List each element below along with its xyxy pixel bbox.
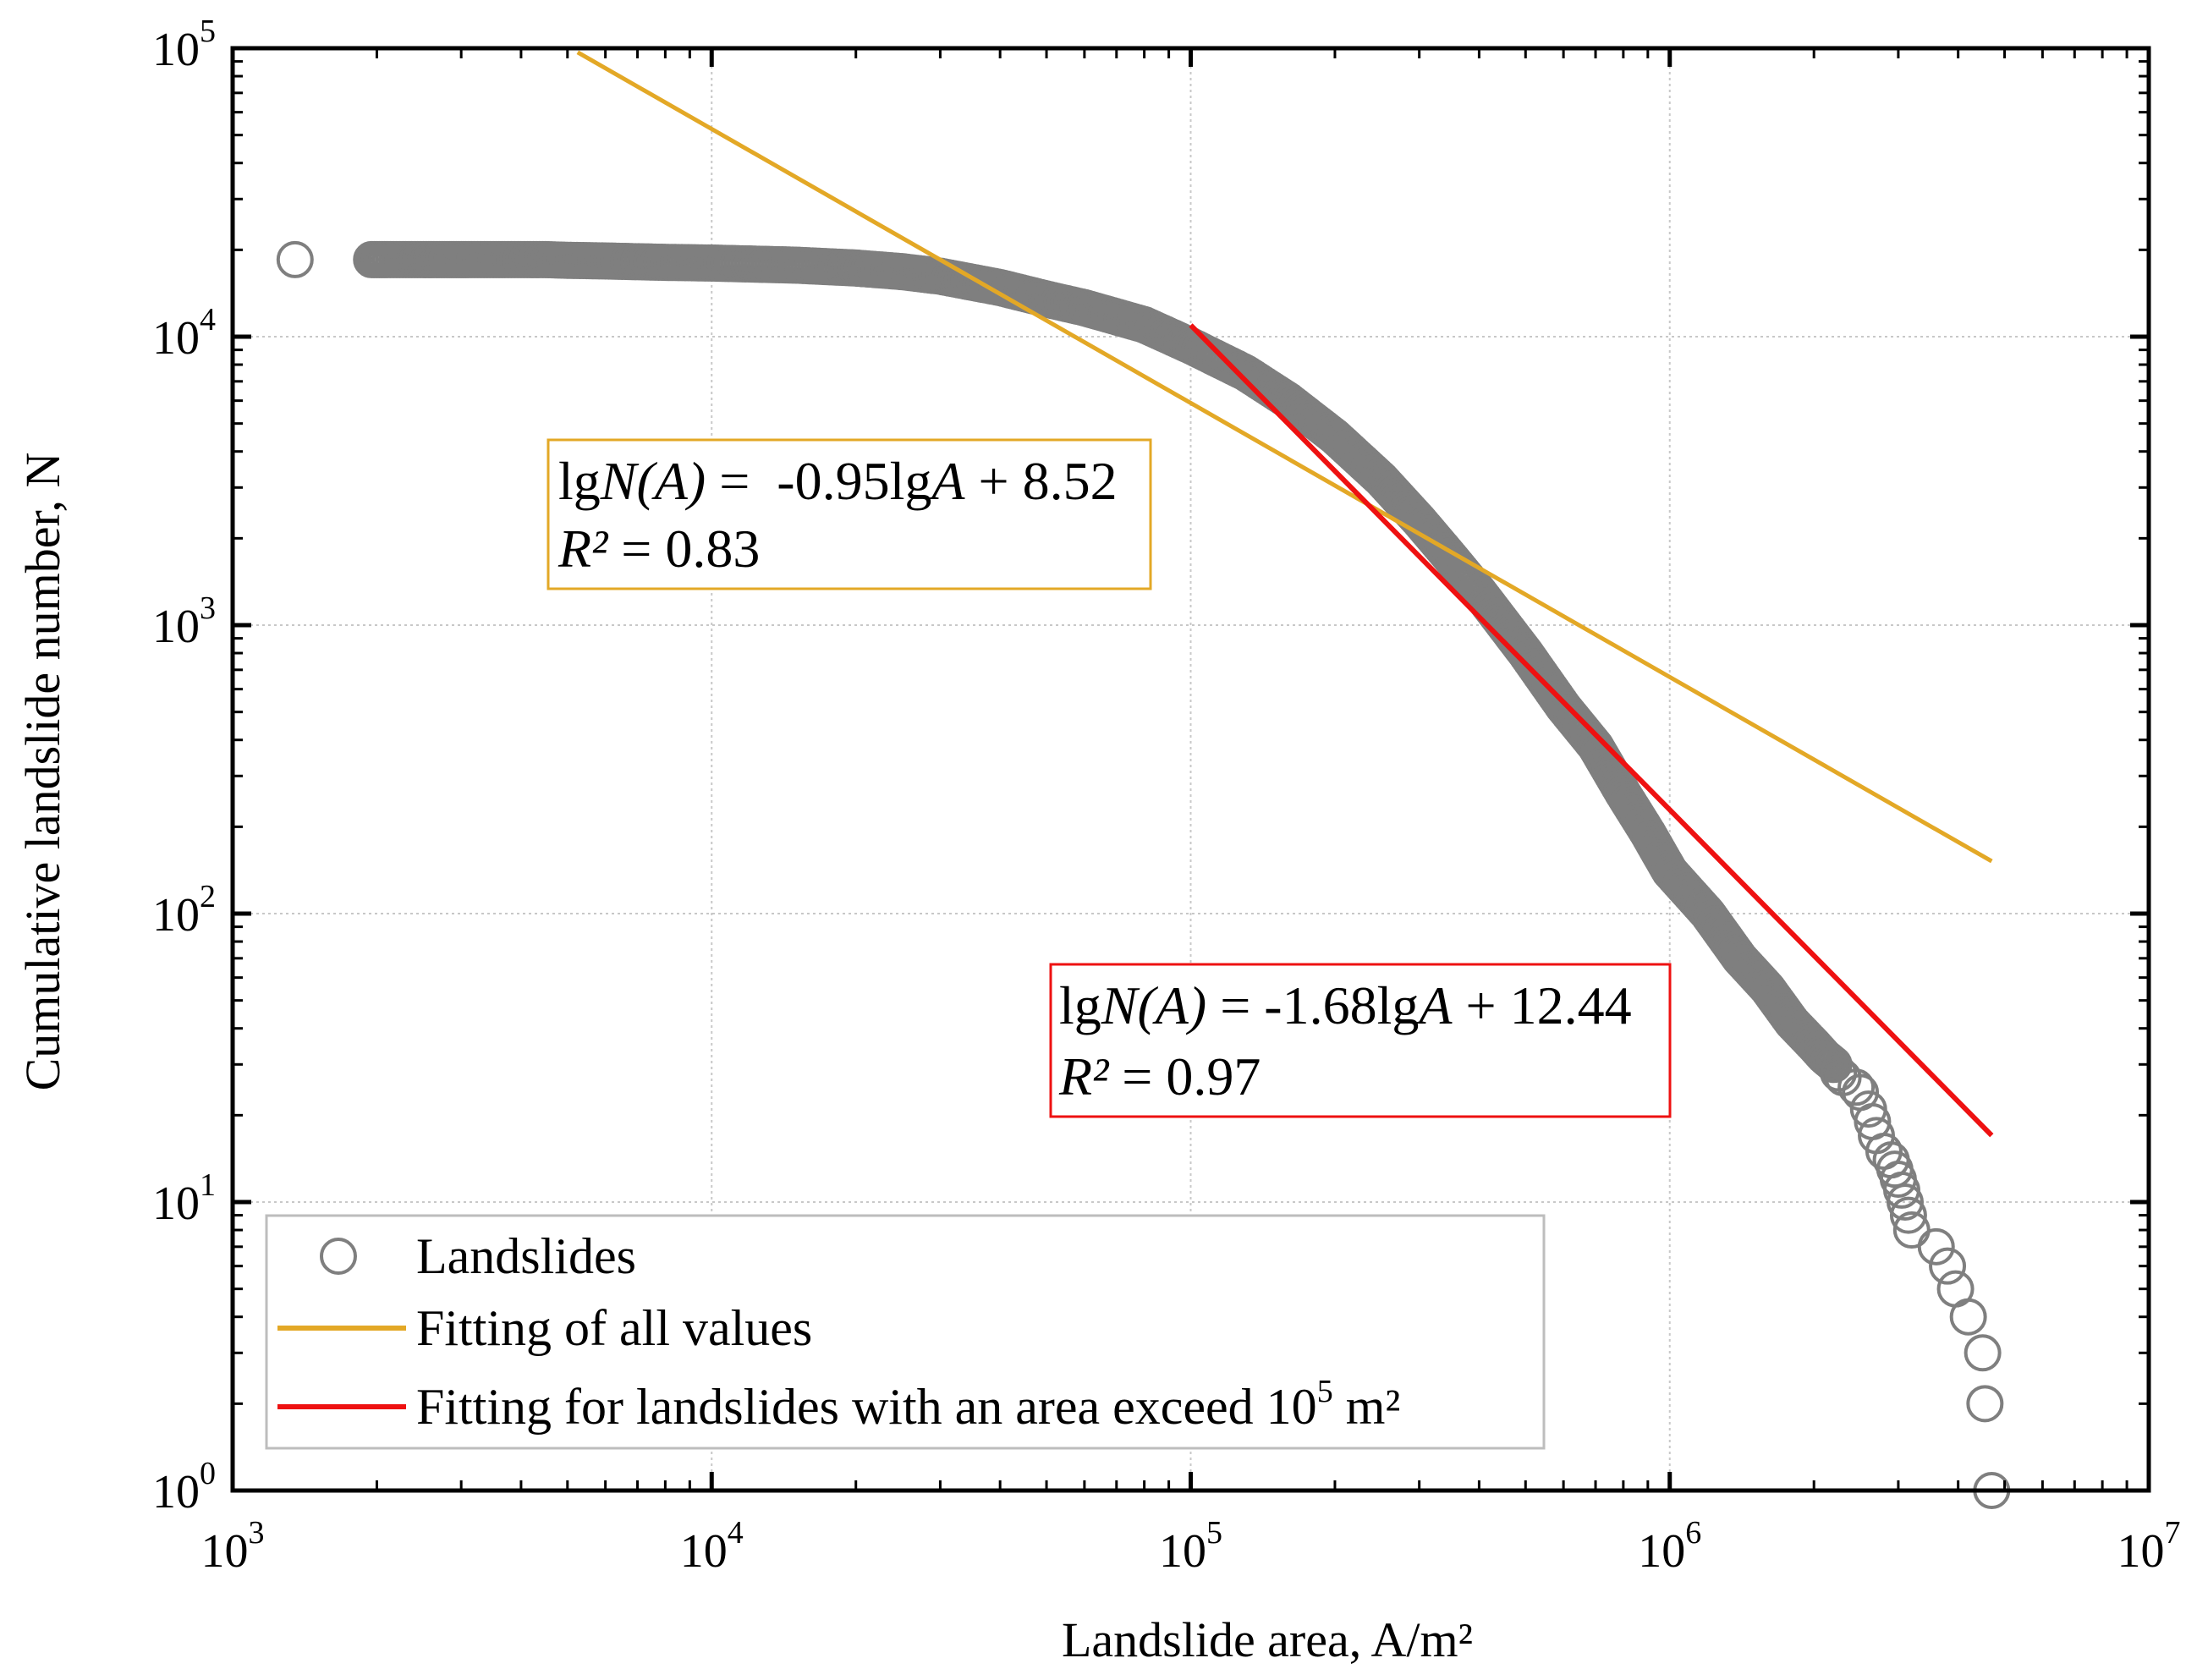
scatter-point [1966, 1385, 2004, 1423]
y-tick-base: 10 [152, 312, 200, 365]
x-tick-exp: 7 [2165, 1515, 2181, 1551]
scatter-point [1801, 1033, 1839, 1071]
eq-n: N(A) [600, 451, 706, 511]
eq-rest: = -1.68lg [1206, 975, 1419, 1035]
r2-value: = 0.97 [1108, 1046, 1261, 1106]
scatter-point [1886, 1183, 1924, 1221]
eq-tail: + 12.44 [1452, 975, 1631, 1035]
x-tick-exp: 5 [1206, 1515, 1222, 1551]
axis-ticks [230, 46, 2151, 1493]
y-tick-label: 105 [152, 14, 216, 76]
y-tick-label: 104 [152, 302, 216, 365]
annotation-large-landslides-equation: lgN(A) = -1.68lgA + 12.44 [1059, 975, 1632, 1035]
fit-line-all-values [576, 50, 1993, 864]
annotation-all-values: lgN(A) = -0.95lgA + 8.52 R² = 0.83 [547, 438, 1152, 590]
scatter-point [1837, 1068, 1876, 1106]
legend-box [265, 1214, 1546, 1450]
r2-label: R² [1058, 1046, 1110, 1106]
scatter-point [1889, 1196, 1927, 1234]
y-tick-base: 10 [152, 24, 200, 76]
y-tick-label: 102 [152, 879, 216, 942]
x-tick-base: 10 [2117, 1525, 2165, 1578]
legend-label-main: Fitting for landslides with an area exce… [416, 1379, 1317, 1435]
y-tick-exp: 3 [200, 590, 216, 626]
x-tick-base: 10 [1159, 1525, 1206, 1578]
x-tick-base: 10 [201, 1525, 249, 1578]
legend-label-landslides: Landslides [416, 1228, 636, 1284]
y-tick-base: 10 [152, 1466, 200, 1518]
legend-label-sup: 5 [1317, 1374, 1333, 1409]
eq-lg: lg [558, 451, 601, 511]
annotation-large-landslides: lgN(A) = -1.68lgA + 12.44 R² = 0.97 [1049, 963, 1672, 1118]
x-tick-label: 105 [1159, 1515, 1222, 1578]
legend: Landslides Fitting of all values Fitting… [265, 1214, 1546, 1450]
y-tick-base: 10 [152, 1178, 200, 1230]
legend-label-all-values: Fitting of all values [416, 1300, 812, 1356]
scatter-point [1929, 1247, 1967, 1285]
x-tick-exp: 4 [728, 1515, 744, 1551]
x-tick-labels: 103 104 105 106 107 [201, 1515, 2181, 1578]
y-tick-label: 101 [152, 1167, 216, 1230]
annotation-large-landslides-r2: R² = 0.97 [1058, 1046, 1261, 1106]
eq-tail: + 8.52 [964, 451, 1117, 511]
x-tick-label: 103 [201, 1515, 265, 1578]
x-tick-exp: 6 [1685, 1515, 1701, 1551]
legend-label-large-landslides: Fitting for landslides with an area exce… [416, 1374, 1400, 1435]
scatter-point [276, 240, 314, 278]
scatter-point [1949, 1298, 1987, 1336]
y-axis-title: Cumulative landslide number, N [15, 453, 70, 1091]
eq-rest: = -0.95lg [706, 451, 931, 511]
scatter-point [1964, 1334, 2002, 1372]
r2-value: = 0.83 [607, 519, 760, 579]
eq-a: A [928, 451, 965, 511]
annotation-all-values-r2: R² = 0.83 [557, 519, 760, 579]
y-tick-label: 103 [152, 590, 216, 653]
scatter-series [276, 240, 2011, 1509]
x-tick-label: 104 [680, 1515, 744, 1578]
x-tick-exp: 3 [249, 1515, 265, 1551]
x-tick-label: 106 [1638, 1515, 1701, 1578]
y-tick-exp: 0 [200, 1456, 216, 1491]
x-tick-label: 107 [2117, 1515, 2181, 1578]
y-tick-exp: 1 [200, 1167, 216, 1203]
r2-label: R² [557, 519, 609, 579]
annotation-large-landslides-box [1049, 963, 1672, 1118]
y-tick-exp: 5 [200, 14, 216, 49]
eq-n: N(A) [1101, 975, 1206, 1035]
y-tick-label: 100 [152, 1456, 216, 1518]
fit-line-large-landslides [1189, 323, 1994, 1138]
y-tick-exp: 4 [200, 302, 216, 338]
legend-marker-landslides [320, 1238, 357, 1275]
y-tick-base: 10 [152, 601, 200, 653]
eq-a: A [1415, 975, 1453, 1035]
y-tick-exp: 2 [200, 879, 216, 914]
scatter-point [1917, 1227, 1955, 1265]
fit-lines [576, 50, 1994, 1138]
legend-label-tail: m² [1333, 1379, 1401, 1435]
x-axis-title: Landslide area, A/m² [1062, 1612, 1473, 1667]
y-tick-base: 10 [152, 889, 200, 942]
eq-lg: lg [1059, 975, 1101, 1035]
annotation-all-values-box [547, 438, 1152, 590]
x-tick-base: 10 [680, 1525, 728, 1578]
annotation-all-values-equation: lgN(A) = -0.95lgA + 8.52 [558, 451, 1118, 511]
x-tick-base: 10 [1638, 1525, 1685, 1578]
